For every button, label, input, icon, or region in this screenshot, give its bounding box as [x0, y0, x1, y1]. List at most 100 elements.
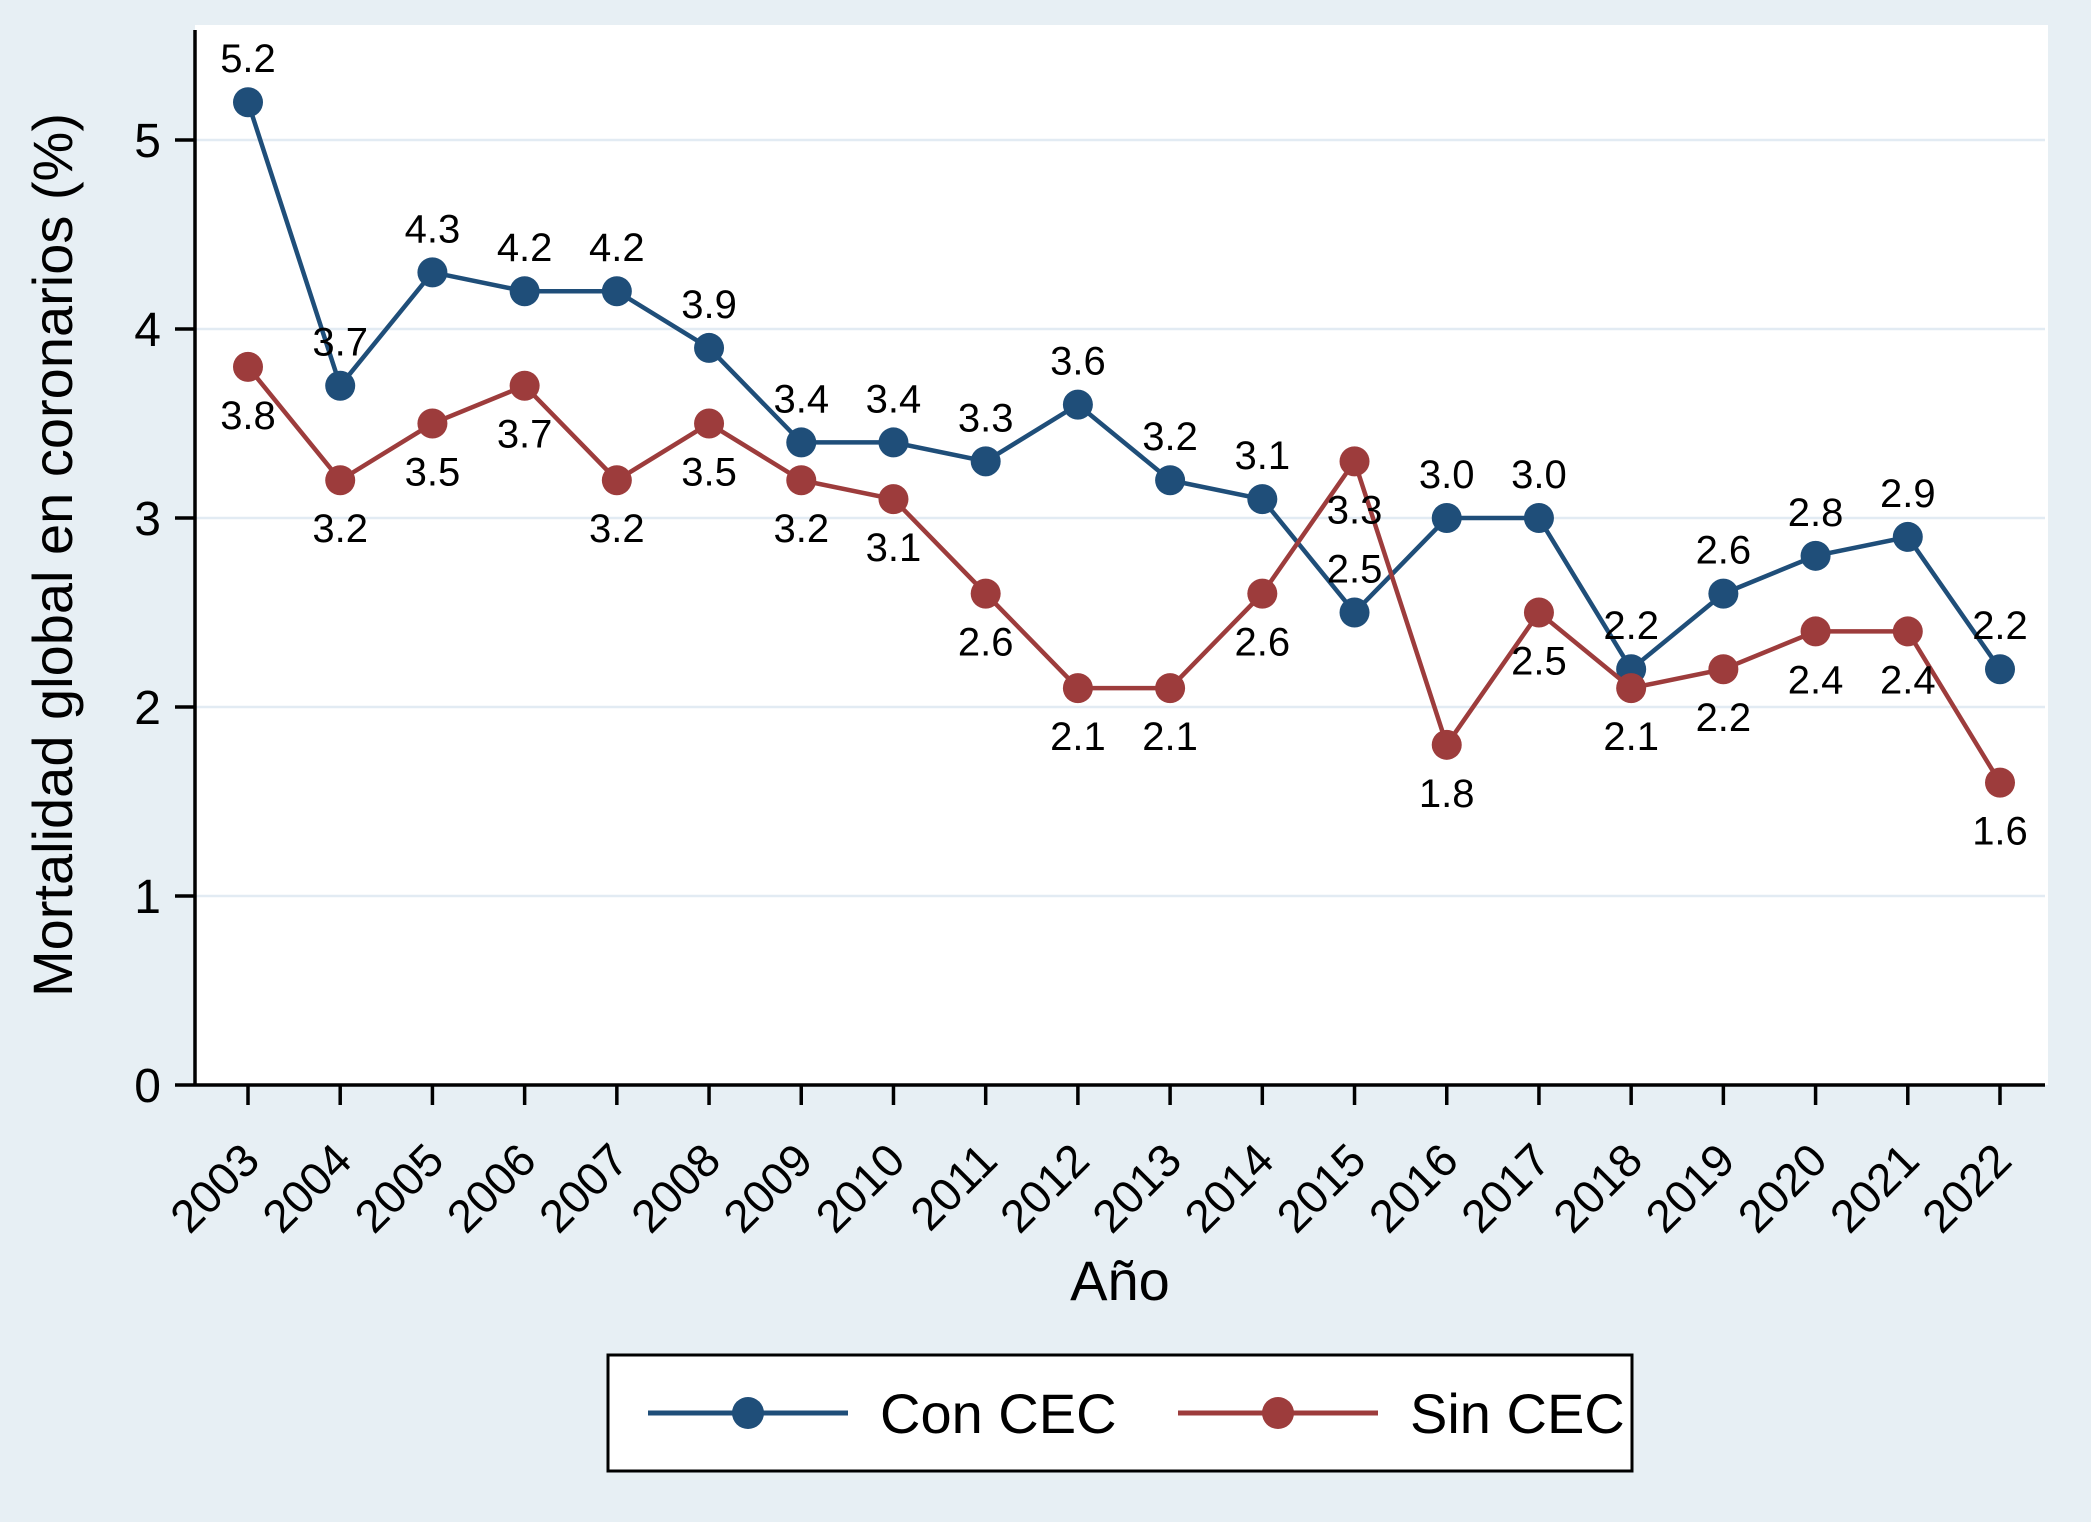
data-point — [1247, 484, 1278, 515]
data-point — [1431, 729, 1462, 760]
data-point — [1523, 503, 1554, 534]
data-point — [1247, 578, 1278, 609]
data-point-label: 3.5 — [405, 451, 461, 495]
data-point — [694, 408, 725, 439]
data-point-label: 1.8 — [1419, 772, 1475, 816]
series-line — [245, 101, 2002, 673]
data-point-label: 2.1 — [1050, 715, 1106, 759]
data-point — [1155, 673, 1186, 704]
data-point-label: 3.7 — [497, 413, 553, 457]
y-tick-label: 5 — [134, 115, 161, 168]
data-point-label: 3.2 — [312, 507, 368, 551]
data-point — [694, 332, 725, 363]
gridlines — [195, 138, 2045, 898]
data-point-label: 3.2 — [589, 507, 645, 551]
plot-area — [195, 25, 2048, 1085]
data-point — [417, 257, 448, 288]
data-point-label: 3.6 — [1050, 340, 1106, 384]
data-point-label: 3.3 — [958, 396, 1014, 440]
data-point-label: 2.2 — [1696, 696, 1752, 740]
legend-label-sin-cec: Sin CEC — [1410, 1382, 1625, 1445]
legend-label-con-cec: Con CEC — [880, 1382, 1117, 1445]
series-layer: 5.2 3.7 4.3 4.2 4.2 3.9 3.4 3.4 3.3 3.6 3.2 3.1 2.5 3… — [220, 37, 2028, 853]
data-point-label: 2.6 — [1235, 621, 1291, 665]
legend-item-sin-cec: Sin CEC — [1178, 1382, 1625, 1445]
data-point-label: 2.8 — [1788, 491, 1844, 535]
data-point — [1800, 616, 1831, 647]
series-line — [246, 365, 2002, 784]
legend: Con CEC Sin CEC — [606, 1353, 1634, 1473]
data-point — [1985, 654, 2015, 685]
data-point-label: 2.5 — [1511, 640, 1567, 684]
data-point — [1062, 389, 1093, 420]
data-point — [1892, 521, 1923, 552]
data-point — [601, 276, 632, 307]
data-point-label: 3.1 — [1235, 434, 1291, 478]
data-point-label: 2.4 — [1880, 658, 1936, 702]
data-point-label: 2.4 — [1788, 658, 1844, 702]
data-point — [325, 465, 356, 496]
data-point — [786, 427, 817, 458]
data-point — [1523, 597, 1554, 628]
data-point — [417, 408, 448, 439]
data-point — [1892, 616, 1923, 647]
legend-item-con-cec: Con CEC — [648, 1382, 1117, 1445]
data-point-label: 3.9 — [681, 283, 737, 327]
y-axis-title: Mortalidad global en coronarios (%) — [21, 113, 84, 997]
data-point — [1339, 446, 1370, 477]
data-point — [970, 578, 1001, 609]
data-point — [233, 351, 263, 382]
data-point — [1155, 465, 1186, 496]
data-point — [1800, 540, 1831, 571]
data-point-label: 4.3 — [405, 207, 461, 251]
data-point-label: 3.5 — [681, 451, 737, 495]
data-point — [233, 87, 263, 118]
y-tick-label: 1 — [134, 871, 161, 924]
data-point-label: 2.6 — [958, 621, 1014, 665]
y-tick-label: 2 — [134, 682, 161, 735]
data-point — [1431, 503, 1462, 534]
data-point — [878, 427, 909, 458]
data-point-label: 3.8 — [220, 394, 276, 438]
data-point — [1062, 673, 1093, 704]
data-point-label: 3.3 — [1327, 488, 1383, 532]
legend-marker-con-cec — [732, 1397, 764, 1429]
y-tick-label: 0 — [134, 1060, 161, 1113]
data-point — [509, 370, 540, 401]
data-point-label: 3.0 — [1419, 453, 1475, 497]
data-point-label: 3.2 — [1142, 415, 1198, 459]
data-point — [970, 446, 1001, 477]
data-point-label: 3.2 — [773, 507, 829, 551]
data-point-label: 2.5 — [1327, 548, 1383, 592]
data-point-label: 2.9 — [1880, 472, 1936, 516]
data-point-label: 4.2 — [589, 226, 645, 270]
data-point — [1616, 673, 1647, 704]
data-point-label: 2.2 — [1972, 604, 2028, 648]
legend-marker-sin-cec — [1262, 1397, 1294, 1429]
data-point — [878, 484, 909, 515]
data-point-label: 4.2 — [497, 226, 553, 270]
data-point — [1985, 767, 2015, 798]
data-point — [601, 465, 632, 496]
data-point-label: 5.2 — [220, 37, 276, 81]
data-point — [1708, 578, 1739, 609]
data-point — [786, 465, 817, 496]
data-point — [509, 276, 540, 307]
y-tick-label: 3 — [134, 493, 161, 546]
data-point — [1339, 597, 1370, 628]
data-point-label: 3.4 — [866, 377, 922, 421]
data-point-label: 3.1 — [866, 526, 922, 570]
y-tick-label: 4 — [134, 304, 161, 357]
data-point-label: 3.4 — [773, 377, 829, 421]
data-point-label: 2.1 — [1603, 715, 1659, 759]
data-point-label: 1.6 — [1972, 810, 2028, 854]
data-point-label: 2.6 — [1696, 529, 1752, 573]
x-axis-title: Año — [1070, 1249, 1170, 1312]
data-point — [325, 370, 356, 401]
data-point-label: 2.2 — [1603, 604, 1659, 648]
data-point-label: 2.1 — [1142, 715, 1198, 759]
data-point-label: 3.7 — [312, 321, 368, 365]
data-point-label: 3.0 — [1511, 453, 1567, 497]
